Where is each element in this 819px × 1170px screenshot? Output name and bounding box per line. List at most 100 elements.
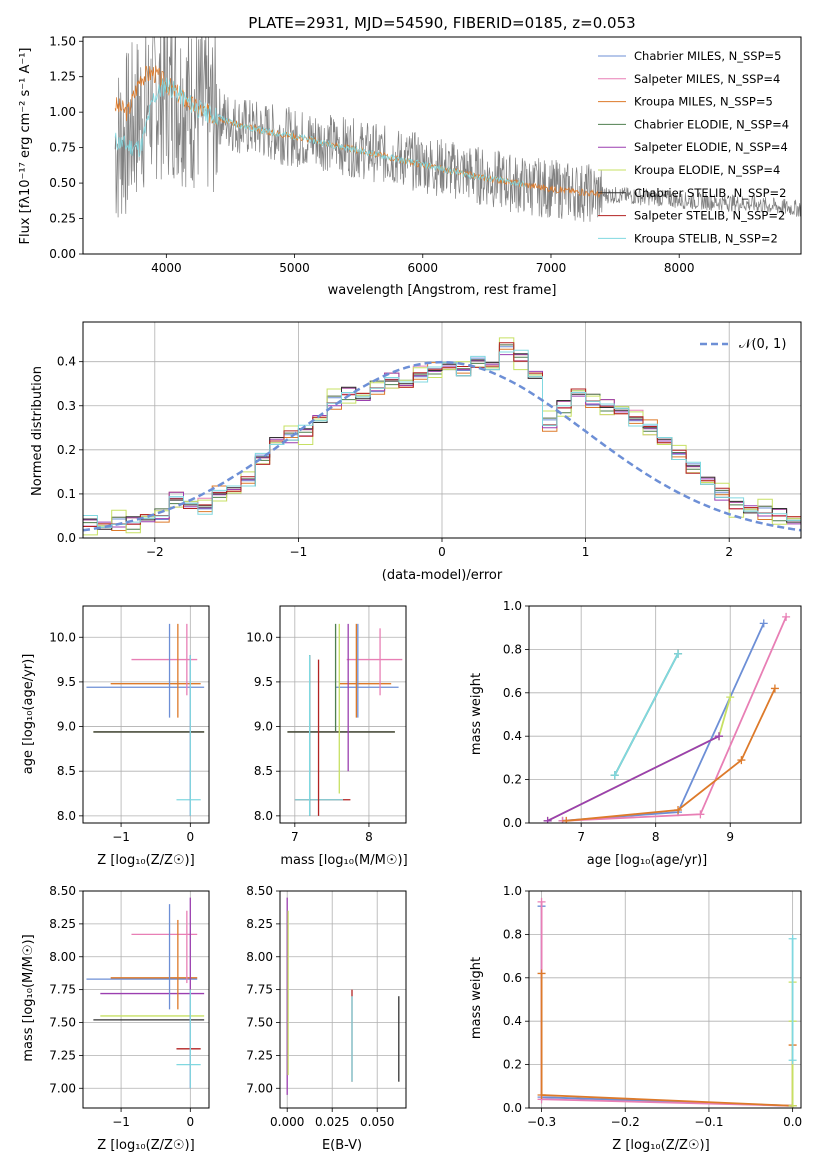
y-tick-label: 7.50 xyxy=(246,1016,273,1030)
x-tick-label: −2 xyxy=(146,545,164,559)
y-tick-label: 8.5 xyxy=(254,764,273,778)
x-tick-label: 9 xyxy=(726,830,734,844)
x-tick-label: −0.2 xyxy=(611,1115,640,1129)
mass-weight-vs-z-ylabel: mass weight xyxy=(469,957,484,1039)
y-tick-label: 0.4 xyxy=(503,1014,522,1028)
series-point xyxy=(788,1056,797,1065)
x-tick-label: 7000 xyxy=(536,261,567,275)
legend-label: Salpeter STELIB, N_SSP=2 xyxy=(634,209,785,223)
axes-frame xyxy=(82,36,802,255)
y-tick-label: 7.00 xyxy=(49,1081,76,1095)
age-vs-mass-xlabel: mass [log₁₀(M/M☉)] xyxy=(280,853,407,868)
y-tick-label: 0.4 xyxy=(57,355,76,369)
y-tick-label: 8.00 xyxy=(49,950,76,964)
age-vs-z-panel: −1 0 8.0 8.5 9.0 9.5 10.0 xyxy=(49,605,210,844)
legend-label: Kroupa STELIB, N_SSP=2 xyxy=(634,231,778,245)
y-tick-label: 10.0 xyxy=(49,630,76,644)
y-tick-label: 0.0 xyxy=(503,816,522,830)
y-tick-label: 8.0 xyxy=(254,809,273,823)
x-tick-label: 1 xyxy=(582,545,590,559)
plot-content xyxy=(543,612,791,823)
mass-weight-vs-age-panel: 7 8 9 0.0 0.2 0.4 0.6 0.8 1.0 xyxy=(503,599,802,844)
age-vs-z-ylabel: age [log₁₀(age/yr)] xyxy=(21,654,36,775)
spectrum-xlabel: wavelength [Angstrom, rest frame] xyxy=(328,283,557,298)
x-tick-label: 7 xyxy=(577,830,585,844)
age-vs-z-xlabel: Z [log₁₀(Z/Z☉)] xyxy=(97,853,194,868)
y-tick-label: 0.2 xyxy=(503,1058,522,1072)
residual-xlabel: (data-model)/error xyxy=(382,568,503,583)
series-point xyxy=(537,897,546,906)
y-tick-label: 0.2 xyxy=(503,773,522,787)
x-tick-label: 4000 xyxy=(151,261,182,275)
gaussian-legend-label: 𝒩(0, 1) xyxy=(739,337,786,352)
y-tick-label: 0.6 xyxy=(503,971,522,985)
mass-weight-vs-age-xlabel: age [log₁₀(age/yr)] xyxy=(587,853,708,868)
y-tick-label: 7.75 xyxy=(246,983,273,997)
x-tick-label: 8 xyxy=(365,830,373,844)
legend-label: Chabrier STELIB, N_SSP=2 xyxy=(634,186,786,200)
histogram-series xyxy=(83,342,801,538)
plot-content xyxy=(83,337,801,538)
x-tick-label: 0 xyxy=(186,1115,194,1129)
plot-area xyxy=(280,606,406,823)
y-tick-label: 1.0 xyxy=(503,884,522,898)
legend-label: Salpeter ELODIE, N_SSP=4 xyxy=(634,140,788,154)
histogram-series xyxy=(83,349,801,538)
mass-vs-z-panel: −1 0 7.00 7.25 7.50 7.75 8.00 8.25 8.50 xyxy=(49,884,210,1129)
y-tick-label: 0.0 xyxy=(503,1101,522,1115)
age-vs-mass-panel: 7 8 8.0 8.5 9.0 9.5 10.0 xyxy=(246,605,407,844)
mass-weight-vs-z-xlabel: Z [log₁₀(Z/Z☉)] xyxy=(612,1138,709,1153)
y-tick-label: 7.75 xyxy=(49,983,76,997)
mass-vs-z-ylabel: mass [log₁₀(M/M☉)] xyxy=(21,934,36,1061)
spectrum-ylabel: Flux [fλ10⁻¹⁷ erg cm⁻² s⁻¹ A⁻¹] xyxy=(18,48,33,245)
y-tick-label: 7.50 xyxy=(49,1016,76,1030)
mass-vs-z-xlabel: Z [log₁₀(Z/Z☉)] xyxy=(97,1138,194,1153)
series-point xyxy=(562,816,571,823)
x-tick-label: 0 xyxy=(438,545,446,559)
plot-content xyxy=(86,897,205,1089)
axes-frame xyxy=(279,890,407,1109)
series-point xyxy=(770,684,779,693)
y-tick-label: 0.8 xyxy=(503,927,522,941)
series-point xyxy=(610,771,619,780)
mass-vs-ebv-panel: 0.000 0.025 0.050 7.00 7.25 7.50 7.75 8.00 8.25 8… xyxy=(246,884,407,1129)
y-tick-label: 7.00 xyxy=(246,1081,273,1095)
mass-weight-vs-z-panel: −0.3 −0.2 −0.1 0.0 0.0 0.2 0.4 0.6 0.8 1.0 xyxy=(503,884,802,1129)
y-tick-label: 1.25 xyxy=(49,70,76,84)
y-tick-label: 0.6 xyxy=(503,686,522,700)
x-tick-label: 0.0 xyxy=(783,1115,802,1129)
x-tick-label: 7 xyxy=(291,830,299,844)
residual-panel: −2 −1 0 1 2 0.0 0.1 0.2 0.3 0.4 xyxy=(57,321,802,559)
mass-vs-ebv-xlabel: E(B-V) xyxy=(322,1138,362,1153)
plot-content xyxy=(537,897,797,1108)
y-tick-label: 1.50 xyxy=(49,34,76,48)
x-tick-label: 0.000 xyxy=(270,1115,304,1129)
legend-label: Chabrier MILES, N_SSP=5 xyxy=(634,49,781,63)
mass-weight-vs-age-ylabel: mass weight xyxy=(469,673,484,755)
legend-label: Chabrier ELODIE, N_SSP=4 xyxy=(634,117,789,131)
x-tick-label: 5000 xyxy=(279,261,310,275)
y-tick-label: 8.0 xyxy=(57,809,76,823)
series-point xyxy=(726,693,735,702)
y-tick-label: 1.0 xyxy=(503,599,522,613)
y-tick-label: 7.25 xyxy=(246,1048,273,1062)
y-tick-label: 0.00 xyxy=(49,247,76,261)
legend-label: Salpeter MILES, N_SSP=4 xyxy=(634,72,780,86)
stelib-spectrum-line xyxy=(114,77,526,188)
x-tick-label: −0.3 xyxy=(527,1115,556,1129)
x-tick-label: −1 xyxy=(112,830,130,844)
axes-frame xyxy=(82,605,210,824)
y-tick-label: 8.25 xyxy=(246,917,273,931)
plot-content xyxy=(114,37,801,222)
y-tick-label: 0.50 xyxy=(49,176,76,190)
y-tick-label: 0.75 xyxy=(49,141,76,155)
x-tick-label: −1 xyxy=(290,545,308,559)
series-point xyxy=(543,816,552,823)
x-tick-label: 8000 xyxy=(664,261,695,275)
series-point xyxy=(537,969,546,978)
y-tick-label: 9.5 xyxy=(254,675,273,689)
axes-frame xyxy=(279,605,407,824)
y-tick-label: 9.0 xyxy=(254,720,273,734)
series-point xyxy=(537,1090,546,1099)
